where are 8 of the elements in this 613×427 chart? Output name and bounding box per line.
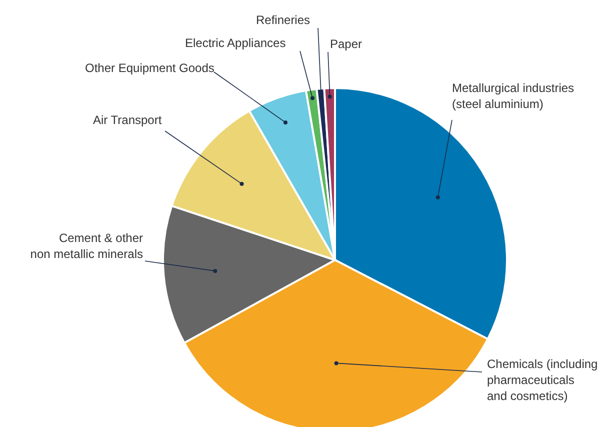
slice-label: Refineries <box>256 13 310 27</box>
slice-label: Metallurgical industries (steel aluminium) <box>452 81 574 111</box>
slice-label: Paper <box>330 37 362 51</box>
slice-label: Chemicals (including pharmaceuticals and cosmetics) <box>487 357 598 403</box>
slice-label: Other Equipment Goods <box>85 61 214 75</box>
slice-label: Cement & other non metallic minerals <box>30 231 143 261</box>
slice-label: Air Transport <box>93 113 162 127</box>
slice-label: Electric Appliances <box>185 36 286 50</box>
